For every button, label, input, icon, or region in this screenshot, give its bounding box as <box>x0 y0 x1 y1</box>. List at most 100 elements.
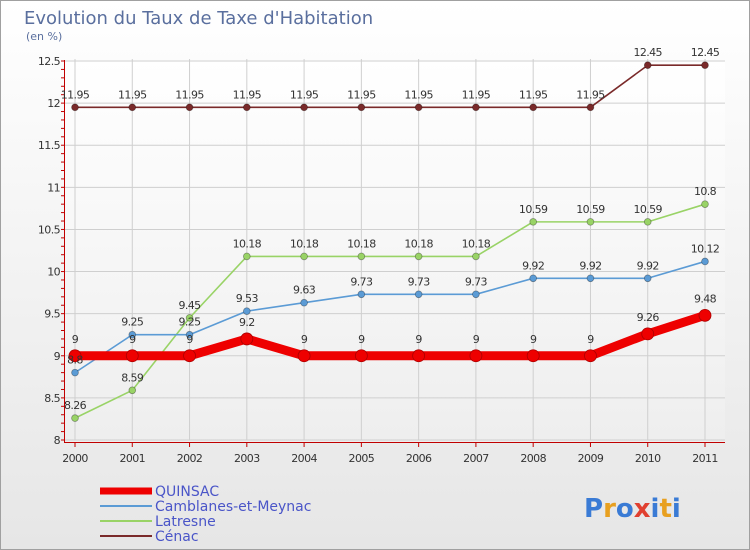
data-label: 9 <box>186 333 193 346</box>
data-label: 10.18 <box>347 237 376 250</box>
data-point <box>357 252 366 261</box>
data-label: 9.92 <box>579 259 601 272</box>
data-label: 11.95 <box>175 88 204 101</box>
data-point <box>586 218 595 226</box>
legend-label: QUINSAC <box>155 484 219 500</box>
data-label: 9.73 <box>408 275 431 288</box>
data-label: 11.95 <box>290 88 319 101</box>
data-label: 11.95 <box>118 88 147 101</box>
data-point <box>698 308 712 322</box>
data-label: 11.95 <box>233 88 262 101</box>
data-labels: 11.95 11.95 11.95 11.95 11.95 11.95 11.95 11.95… <box>61 46 721 412</box>
y-tick-label: 9.5 <box>44 308 60 321</box>
data-label: 12.45 <box>633 46 662 59</box>
data-point <box>357 290 366 299</box>
data-label: 9.25 <box>121 316 144 329</box>
data-point <box>300 252 308 261</box>
data-point <box>300 103 308 112</box>
data-label: 9.2 <box>239 316 255 329</box>
logo-letter: x <box>634 494 651 524</box>
data-label: 9.92 <box>522 259 544 272</box>
data-label: 9 <box>415 333 422 346</box>
data-label: 11.95 <box>404 88 433 101</box>
data-point <box>412 349 426 363</box>
data-point <box>128 103 137 112</box>
data-point <box>297 349 311 363</box>
data-point <box>183 349 196 363</box>
series-line <box>74 260 706 374</box>
data-label: 10.8 <box>694 185 717 198</box>
data-label: 9 <box>530 333 537 346</box>
logo-letter: o <box>616 494 634 524</box>
series-camblanes-et-meynac <box>71 257 709 377</box>
grid-lines <box>65 59 725 441</box>
y-tick-label: 12.5 <box>38 55 61 68</box>
data-label: 9.45 <box>178 299 201 312</box>
y-tick-label: 11.5 <box>38 139 61 152</box>
data-point <box>643 218 652 226</box>
y-tick-label: 12 <box>47 97 60 110</box>
data-point <box>300 298 308 307</box>
data-label: 9.92 <box>637 259 659 272</box>
series-line <box>75 311 707 361</box>
data-point <box>472 103 480 112</box>
x-tick-label: 2006 <box>406 452 432 465</box>
data-point <box>414 252 423 261</box>
data-label: 9 <box>358 333 365 346</box>
x-tick-label: 2007 <box>463 452 489 465</box>
data-point <box>529 218 537 226</box>
data-point <box>71 103 79 112</box>
x-tick-label: 2003 <box>234 452 260 465</box>
data-label: 10.18 <box>290 237 319 250</box>
legend-label: Camblanes-et-Meynac <box>155 499 311 515</box>
data-point <box>240 332 254 346</box>
data-label: 9.73 <box>465 275 488 288</box>
data-point <box>128 330 137 339</box>
y-tick-label: 9 <box>54 350 61 363</box>
data-label: 10.18 <box>404 237 433 250</box>
data-point <box>529 274 537 283</box>
logo-letter: t <box>659 494 671 524</box>
x-tick-label: 2011 <box>692 452 718 465</box>
data-label: 9.63 <box>293 284 316 297</box>
x-tick-label: 2001 <box>119 452 145 465</box>
data-point <box>357 103 366 112</box>
data-point <box>643 274 652 283</box>
data-point <box>71 414 79 422</box>
data-label: 9.25 <box>178 316 201 329</box>
chart-title: Evolution du Taux de Taxe d'Habitation <box>24 8 373 29</box>
data-label: 11.95 <box>462 88 491 101</box>
data-point <box>185 103 194 112</box>
data-label: 8.59 <box>121 371 144 384</box>
x-tick-label: 2004 <box>291 452 317 465</box>
x-tick-label: 2002 <box>177 452 203 465</box>
data-label: 10.18 <box>233 237 262 250</box>
data-label: 9.26 <box>637 311 660 324</box>
data-label: 11.95 <box>347 88 376 101</box>
y-tick-label: 8 <box>54 434 61 447</box>
logo-letter: i <box>651 494 660 524</box>
data-point <box>185 330 194 339</box>
data-point <box>243 252 251 261</box>
data-label: 8.26 <box>64 399 87 412</box>
data-point <box>643 61 652 70</box>
chart-subtitle: (en %) <box>26 30 62 43</box>
logo-letter: r <box>603 494 616 524</box>
data-point <box>701 257 709 266</box>
data-point <box>584 349 597 363</box>
data-point <box>68 349 82 363</box>
data-point <box>469 349 483 363</box>
data-point <box>472 290 480 299</box>
data-point <box>354 349 368 363</box>
data-point <box>125 349 139 363</box>
data-label: 12.45 <box>691 46 720 59</box>
data-label: 11.95 <box>61 88 90 101</box>
data-point <box>586 274 595 283</box>
data-point <box>641 327 655 341</box>
data-point <box>701 200 709 208</box>
data-point <box>414 103 423 112</box>
data-label: 9 <box>72 333 79 346</box>
data-point <box>243 307 251 315</box>
